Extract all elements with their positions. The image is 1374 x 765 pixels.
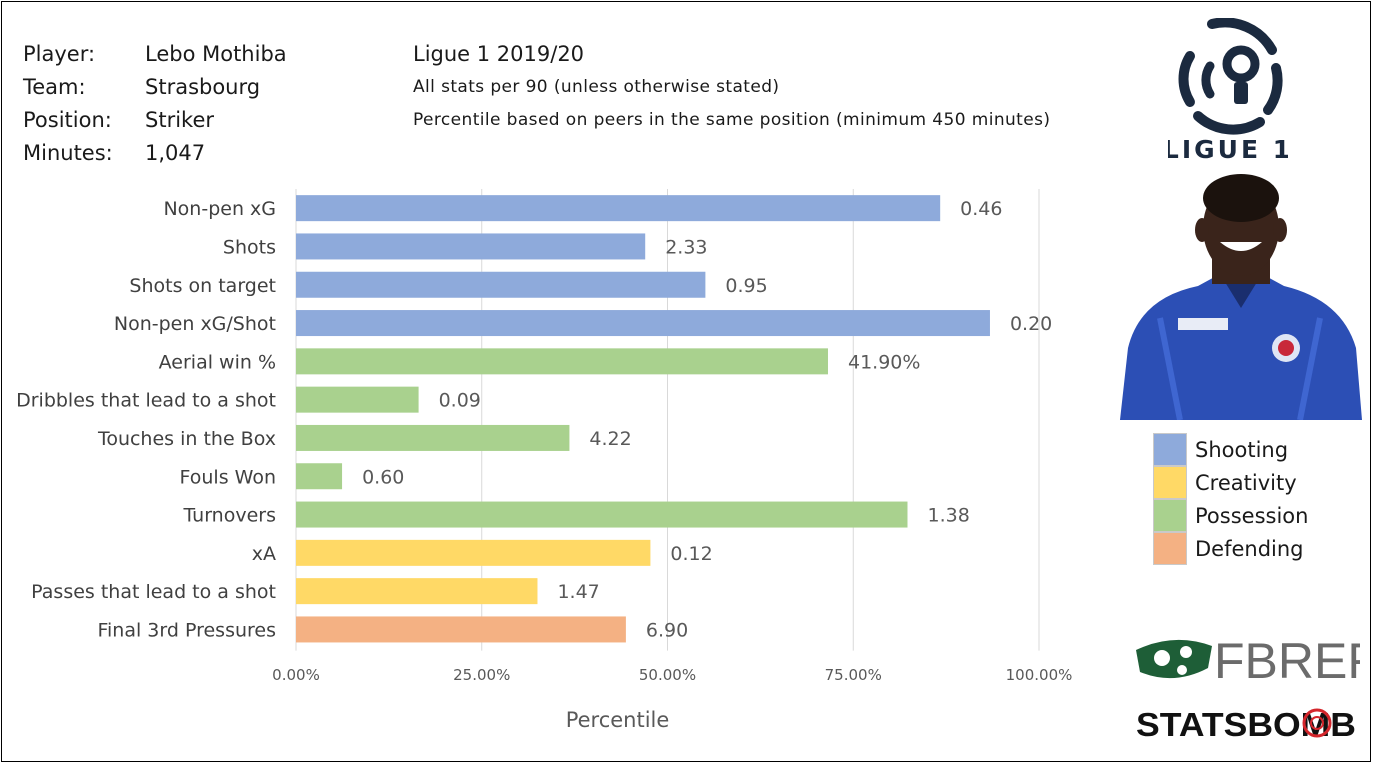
data-label: 2.33 bbox=[665, 236, 707, 258]
league-info: Ligue 1 2019/20 All stats per 90 (unless… bbox=[413, 38, 1050, 137]
bar bbox=[296, 501, 908, 528]
data-label: 0.09 bbox=[439, 390, 481, 412]
fbref-logo: FBREF bbox=[1136, 633, 1360, 688]
statsbomb-target-icon bbox=[1302, 708, 1332, 738]
fbref-logo-text: FBREF bbox=[1214, 633, 1360, 688]
category-label: Passes that lead to a shot bbox=[31, 581, 276, 603]
x-tick-label: 50.00% bbox=[639, 666, 696, 684]
team-label: Team: bbox=[23, 75, 86, 99]
percentile-note: Percentile based on peers in the same po… bbox=[413, 110, 1051, 130]
bar bbox=[296, 578, 538, 605]
ligue1-logo-text: LIGUE 1 bbox=[1168, 135, 1288, 164]
legend-label: Defending bbox=[1195, 536, 1304, 561]
ligue1-logo: LIGUE 1 bbox=[1168, 18, 1288, 164]
data-label: 0.12 bbox=[670, 543, 712, 565]
legend-item-possession: Possession bbox=[1153, 499, 1308, 532]
legend-label: Shooting bbox=[1195, 437, 1289, 462]
legend-swatch bbox=[1153, 532, 1187, 565]
category-label: xA bbox=[252, 543, 276, 565]
statsbomb-target-inner-icon bbox=[1310, 716, 1324, 730]
season-title: Ligue 1 2019/20 bbox=[413, 42, 585, 66]
bar bbox=[296, 463, 343, 490]
data-label: 41.90% bbox=[848, 351, 920, 373]
ligue1-emblem-icon bbox=[1178, 18, 1283, 135]
bars bbox=[296, 195, 990, 643]
bar bbox=[296, 310, 990, 337]
x-tick-label: 0.00% bbox=[272, 666, 320, 684]
legend-swatch bbox=[1153, 433, 1187, 466]
data-label: 0.46 bbox=[960, 198, 1002, 220]
per90-note: All stats per 90 (unless otherwise state… bbox=[413, 77, 780, 97]
category-label: Turnovers bbox=[182, 505, 276, 527]
position-row: Position: Striker bbox=[23, 104, 287, 137]
x-axis-title: Percentile bbox=[566, 708, 670, 732]
grid-lines bbox=[295, 189, 1040, 651]
x-tick-label: 75.00% bbox=[825, 666, 882, 684]
player-row: Player: Lebo Mothiba bbox=[23, 38, 287, 71]
category-label: Aerial win % bbox=[159, 351, 276, 373]
team-name: Strasbourg bbox=[145, 75, 261, 99]
data-label: 0.60 bbox=[362, 466, 404, 488]
minutes-row: Minutes: 1,047 bbox=[23, 137, 287, 170]
labels: 0.00% 25.00% 50.00% 75.00% 100.00% Percentile… bbox=[16, 198, 1072, 732]
category-label: Non-pen xG/Shot bbox=[114, 313, 276, 335]
statsbomb-logo: STATSBOMB bbox=[1136, 706, 1356, 743]
x-tick-label: 100.00% bbox=[1006, 666, 1073, 684]
fbref-ball-icon bbox=[1136, 639, 1212, 679]
data-label: 6.90 bbox=[646, 619, 688, 641]
legend-swatch bbox=[1153, 466, 1187, 499]
player-photo bbox=[1120, 174, 1362, 420]
minutes-label: Minutes: bbox=[23, 141, 113, 165]
bar bbox=[296, 424, 570, 451]
legend: Shooting Creativity Possession Defending bbox=[1153, 433, 1308, 565]
bar bbox=[296, 539, 651, 566]
legend-item-creativity: Creativity bbox=[1153, 466, 1308, 499]
position-label: Position: bbox=[23, 108, 112, 132]
data-label: 0.20 bbox=[1010, 313, 1052, 335]
bar bbox=[296, 233, 646, 260]
legend-label: Creativity bbox=[1195, 470, 1297, 495]
team-row: Team: Strasbourg bbox=[23, 71, 287, 104]
minutes-value: 1,047 bbox=[145, 141, 206, 165]
category-label: Final 3rd Pressures bbox=[97, 619, 276, 641]
bar bbox=[296, 195, 941, 222]
bar bbox=[296, 271, 706, 298]
legend-swatch bbox=[1153, 499, 1187, 532]
x-tick-label: 25.00% bbox=[453, 666, 510, 684]
bar bbox=[296, 348, 828, 375]
category-label: Non-pen xG bbox=[163, 198, 276, 220]
player-info: Player: Lebo Mothiba Team: Strasbourg Po… bbox=[23, 38, 287, 170]
legend-item-shooting: Shooting bbox=[1153, 433, 1308, 466]
data-label: 1.47 bbox=[557, 581, 599, 603]
category-label: Shots on target bbox=[129, 275, 276, 297]
legend-item-defending: Defending bbox=[1153, 532, 1308, 565]
data-label: 4.22 bbox=[589, 428, 631, 450]
data-label: 0.95 bbox=[725, 275, 767, 297]
player-name: Lebo Mothiba bbox=[145, 42, 287, 66]
category-label: Dribbles that lead to a shot bbox=[16, 390, 276, 412]
legend-label: Possession bbox=[1195, 503, 1309, 528]
position-value: Striker bbox=[145, 108, 214, 132]
bar bbox=[296, 386, 419, 413]
category-label: Touches in the Box bbox=[97, 428, 276, 450]
bar bbox=[296, 616, 626, 643]
category-label: Fouls Won bbox=[180, 466, 276, 488]
category-label: Shots bbox=[223, 236, 276, 258]
data-label: 1.38 bbox=[927, 505, 969, 527]
player-label: Player: bbox=[23, 42, 96, 66]
